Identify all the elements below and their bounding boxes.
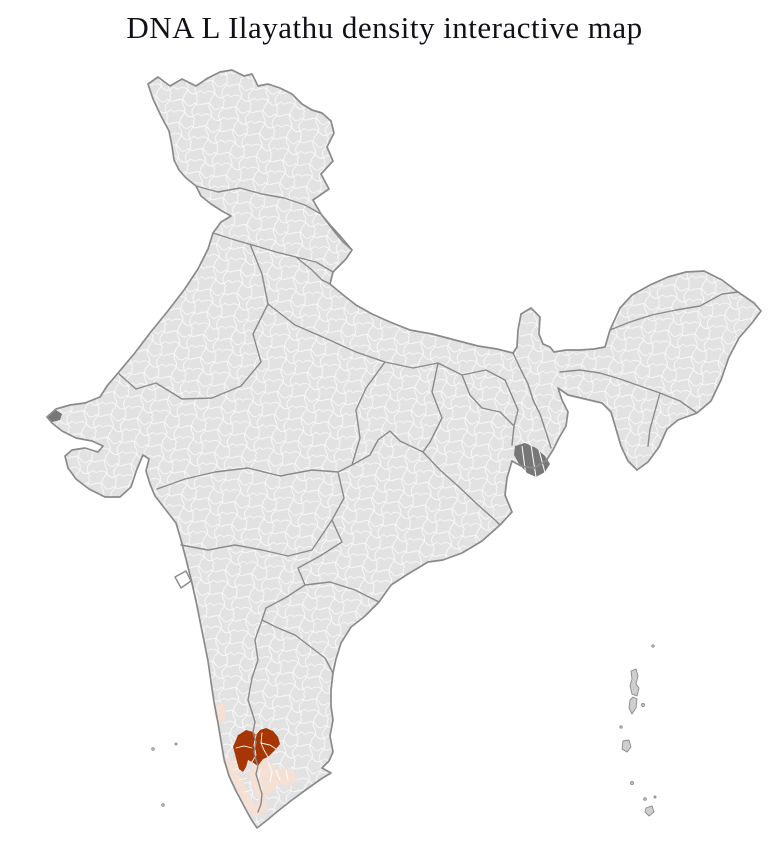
island — [653, 795, 657, 799]
island — [151, 747, 155, 751]
island — [621, 739, 632, 753]
india-outer-border — [46, 69, 762, 829]
island — [630, 781, 634, 785]
island — [628, 696, 638, 715]
district-low — [223, 757, 262, 818]
state-border-south — [251, 711, 263, 813]
districts-high-density[interactable] — [233, 728, 280, 772]
high-density-district-seams — [235, 732, 277, 763]
page-title: DNA L Ilayathu density interactive map — [126, 10, 643, 45]
island — [174, 742, 178, 746]
island — [643, 797, 647, 801]
island — [619, 725, 623, 729]
island — [161, 803, 165, 807]
delta-channels — [521, 444, 546, 478]
island — [641, 703, 645, 707]
island — [644, 805, 655, 817]
island — [651, 644, 655, 648]
state-borders — [117, 185, 739, 713]
district-mesh-overlay — [47, 70, 761, 828]
district-high — [233, 728, 280, 772]
island — [629, 668, 640, 697]
island-chains — [151, 644, 657, 817]
district-low — [276, 768, 297, 786]
